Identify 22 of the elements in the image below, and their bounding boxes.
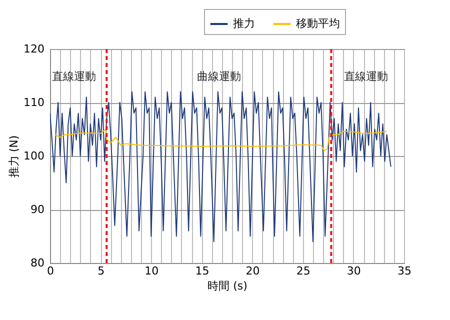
y-tick-label: 100 <box>24 150 44 162</box>
x-tick-label: 10 <box>144 264 159 278</box>
annotation: 直線運動 <box>52 70 96 83</box>
y-axis-title: 推力 (N) <box>8 135 21 178</box>
legend-label: 移動平均 <box>296 17 340 30</box>
x-tick-label: 20 <box>246 264 260 278</box>
y-tick-label: 120 <box>24 42 44 56</box>
annotation: 直線運動 <box>344 70 388 83</box>
x-axis-title: 時間 (s) <box>208 280 248 292</box>
y-tick-label: 110 <box>24 96 44 109</box>
x-tick-label: 0 <box>47 264 54 278</box>
line-series <box>54 128 388 152</box>
x-tick-label: 5 <box>98 264 105 278</box>
y-tick-label: 80 <box>30 256 44 270</box>
annotation: 曲線運動 <box>196 70 241 83</box>
x-tick-label: 15 <box>195 264 210 278</box>
x-tick-label: 25 <box>296 264 310 278</box>
x-tick-label: 30 <box>346 264 361 278</box>
line-series <box>50 91 392 242</box>
x-tick-label: 35 <box>398 264 412 278</box>
legend-label: 推力 <box>233 17 255 30</box>
y-tick-label: 90 <box>30 203 44 216</box>
